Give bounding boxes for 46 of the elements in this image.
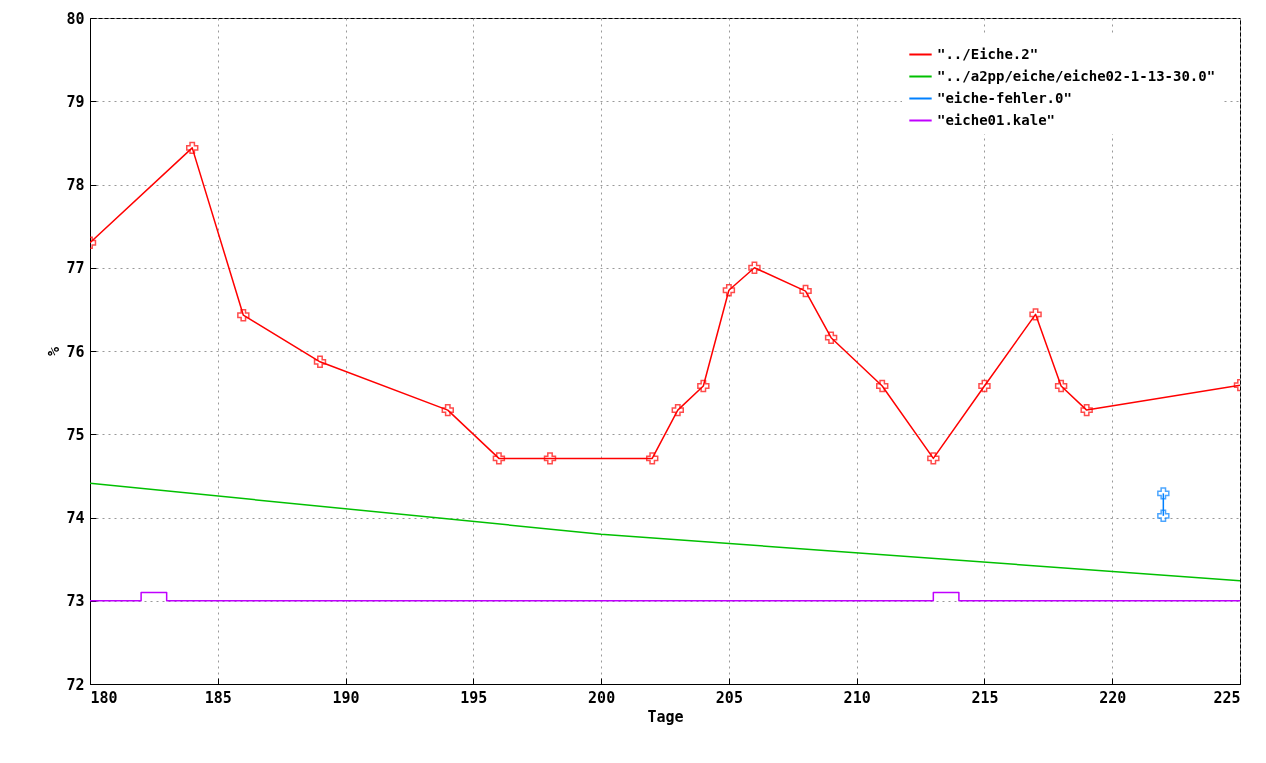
- y-tick-label: 79: [66, 92, 85, 111]
- x-tick-label: 220: [1099, 688, 1127, 707]
- legend-label: "../Eiche.2": [937, 45, 1039, 62]
- y-tick-label: 77: [66, 259, 85, 278]
- point: [646, 452, 659, 465]
- y-axis-title: %: [45, 346, 64, 357]
- point: [313, 355, 327, 369]
- point: [978, 379, 991, 393]
- x-axis-title: Tage: [647, 707, 684, 726]
- y-tick-label: 75: [66, 425, 85, 444]
- point: [671, 403, 684, 417]
- x-tick-label: 190: [332, 688, 360, 707]
- x-tick-label: 225: [1213, 688, 1241, 707]
- y-tick-label: 76: [66, 342, 85, 361]
- y-tick-label: 72: [66, 675, 85, 694]
- point: [799, 284, 812, 298]
- legend-label: "../a2pp/eiche/eiche02-1-13-30.0": [937, 67, 1216, 84]
- point: [441, 403, 454, 417]
- point: [824, 331, 838, 344]
- point: [1157, 509, 1170, 523]
- x-tick-label: 185: [204, 688, 232, 707]
- point: [748, 261, 761, 274]
- y-tick-label: 73: [66, 592, 85, 611]
- y-tick-label: 80: [66, 9, 85, 28]
- x-tick-label: 200: [588, 688, 616, 707]
- point: [1054, 379, 1068, 393]
- point: [492, 452, 506, 465]
- point: [1157, 487, 1170, 500]
- point: [543, 452, 557, 465]
- point: [876, 379, 889, 393]
- point: [1080, 403, 1093, 417]
- x-tick-label: 195: [460, 688, 488, 707]
- point: [927, 452, 940, 465]
- x-tick-label: 180: [90, 688, 118, 707]
- point: [237, 308, 250, 322]
- x-tick-label: 205: [715, 688, 743, 707]
- point: [186, 141, 199, 155]
- y-tick-label: 78: [66, 176, 85, 194]
- legend-label: "eiche-fehler.0": [937, 89, 1072, 106]
- y-tick-label: 74: [66, 509, 85, 527]
- legend-label: "eiche01.kale": [937, 111, 1056, 128]
- point: [697, 379, 710, 393]
- x-tick-label: 215: [971, 688, 999, 707]
- point: [1029, 308, 1042, 321]
- point: [722, 284, 736, 297]
- x-tick-label: 210: [843, 688, 871, 707]
